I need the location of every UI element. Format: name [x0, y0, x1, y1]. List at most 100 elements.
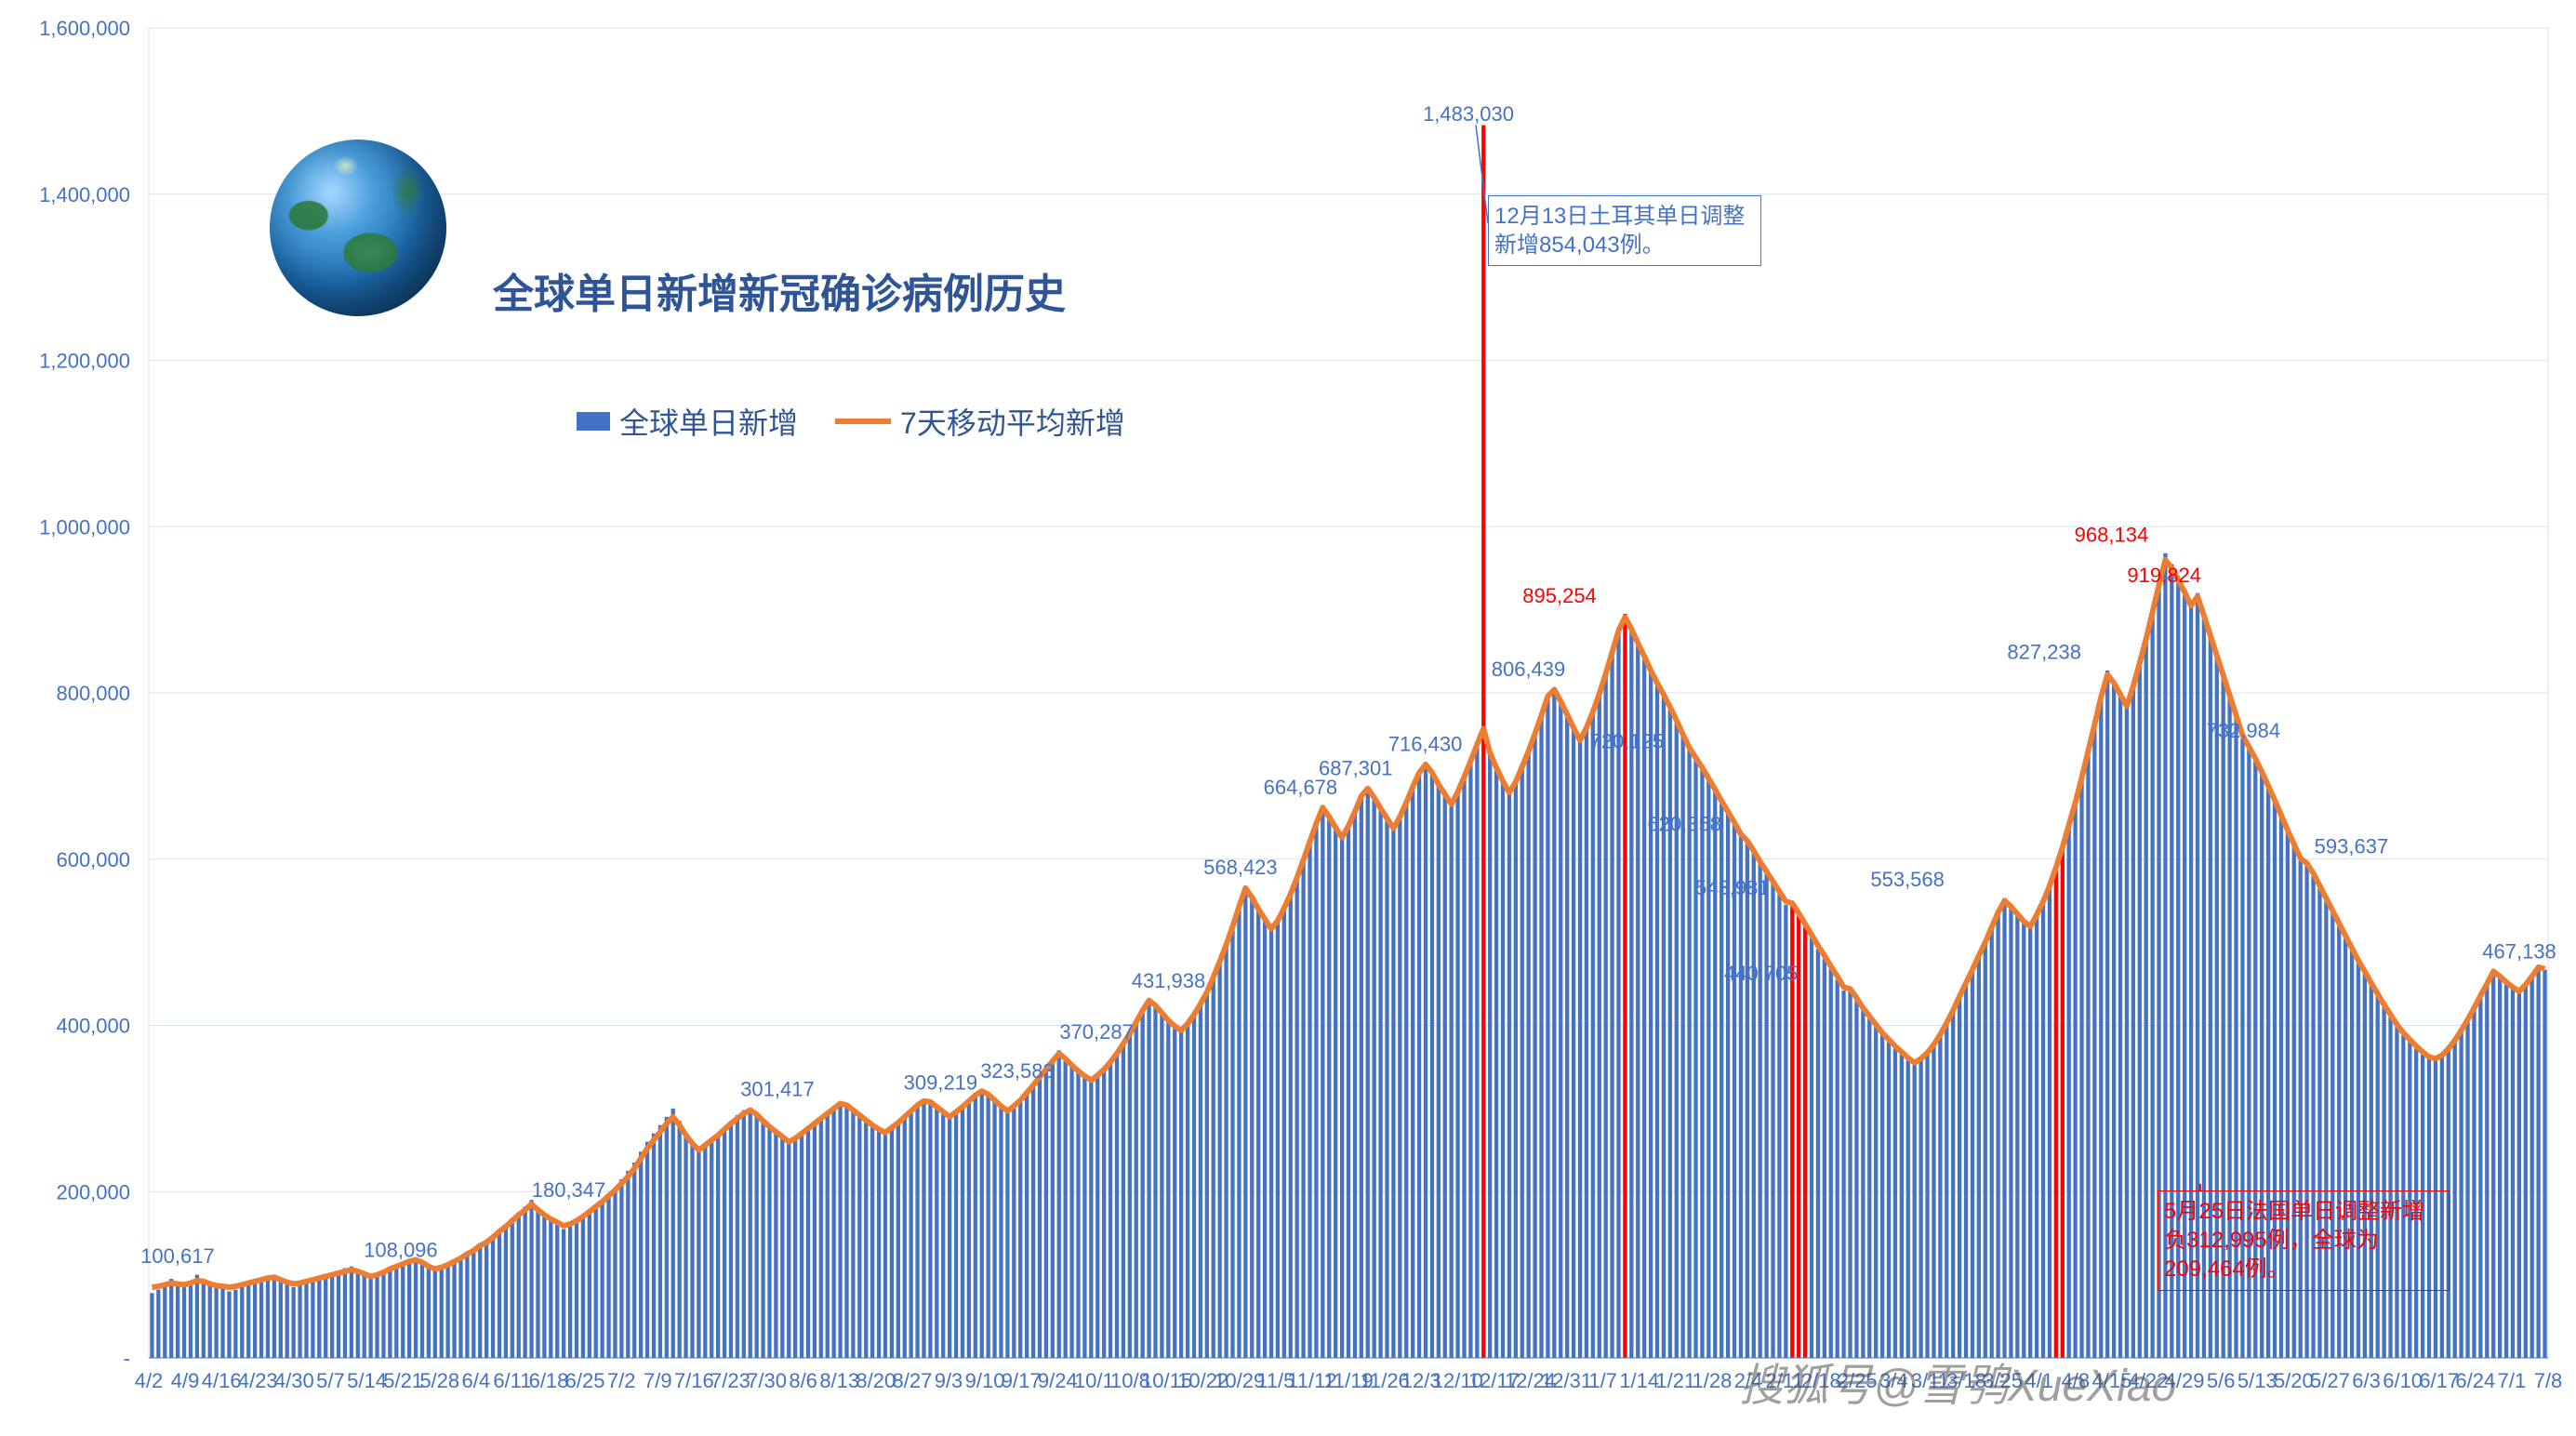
bar — [742, 1110, 746, 1358]
bar — [1437, 784, 1441, 1358]
y-tick-label: 1,200,000 — [39, 350, 130, 373]
bar — [1031, 1084, 1035, 1358]
bar — [311, 1279, 314, 1358]
x-tick-label: 5/20 — [2274, 1369, 2314, 1392]
bar — [600, 1200, 604, 1358]
data-label: 593,637 — [2315, 834, 2389, 858]
bar — [1984, 940, 1987, 1358]
bar — [1494, 769, 1498, 1358]
bar — [253, 1282, 257, 1358]
bar — [2504, 982, 2508, 1358]
bar — [626, 1171, 630, 1358]
bar — [291, 1287, 295, 1358]
x-tick-label: 1/21 — [1655, 1369, 1695, 1392]
bar — [478, 1243, 482, 1358]
annotation-france: 5月25日法国单日调整新增负312,995例，全球为209,464例。 — [2158, 1190, 2450, 1291]
legend-line-label: 7天移动平均新增 — [900, 400, 1125, 443]
bar — [1527, 751, 1531, 1358]
bar — [877, 1132, 881, 1358]
x-tick-label: 9/3 — [935, 1369, 963, 1392]
bar — [2061, 846, 2065, 1358]
bar — [2453, 1042, 2457, 1358]
x-tick-label: 6/10 — [2383, 1369, 2423, 1392]
bar — [1082, 1077, 1086, 1358]
bar — [337, 1270, 340, 1358]
x-tick-label: 3/11 — [1911, 1369, 1949, 1392]
bar — [1314, 822, 1318, 1358]
bar — [974, 1094, 977, 1358]
data-label: 108,096 — [364, 1238, 438, 1261]
bar — [298, 1284, 301, 1358]
bar — [857, 1115, 861, 1358]
y-tick-label: 600,000 — [56, 848, 130, 871]
x-tick-label: 7/8 — [2534, 1369, 2563, 1392]
bar — [1430, 772, 1434, 1358]
bar — [1662, 695, 1666, 1358]
x-tick-label: 3/4 — [1879, 1369, 1908, 1392]
bar — [1854, 1001, 1858, 1358]
x-tick-label: 8/13 — [819, 1369, 859, 1392]
bar — [1321, 805, 1324, 1358]
bar — [2465, 1021, 2469, 1358]
x-tick-label: 4/8 — [2062, 1369, 2091, 1392]
bar — [1668, 708, 1672, 1358]
bar — [350, 1267, 353, 1358]
bar — [819, 1119, 823, 1358]
bar — [1733, 824, 1736, 1358]
x-tick-label: 9/10 — [965, 1369, 1005, 1392]
x-tick-label: 7/30 — [747, 1369, 787, 1392]
y-tick-label: 400,000 — [56, 1015, 130, 1038]
bar — [1366, 787, 1370, 1358]
bar — [465, 1252, 469, 1358]
x-tick-label: 7/1 — [2498, 1369, 2527, 1392]
data-label: 543,981 — [1695, 876, 1770, 899]
bar — [2073, 801, 2077, 1358]
bar — [1199, 1004, 1202, 1358]
bar — [1887, 1042, 1891, 1358]
bar — [1552, 688, 1556, 1358]
bar — [368, 1279, 372, 1358]
x-tick-label: 7/2 — [607, 1369, 636, 1392]
data-label: 568,423 — [1203, 856, 1278, 879]
bar — [1153, 1004, 1157, 1358]
bar — [324, 1275, 327, 1358]
bar — [813, 1124, 817, 1358]
x-tick-label: 5/21 — [383, 1369, 423, 1392]
x-tick-label: 5/6 — [2207, 1369, 2236, 1392]
bar — [1360, 794, 1363, 1358]
bar — [736, 1115, 739, 1358]
bar — [1604, 672, 1608, 1358]
bar — [864, 1121, 868, 1358]
bar — [606, 1193, 610, 1358]
bar — [529, 1200, 533, 1358]
bar — [1347, 826, 1350, 1358]
bar — [767, 1127, 771, 1358]
annotation-turkey: 12月13日土耳其单日调整新增854,043例。 — [1488, 195, 1761, 266]
bar — [304, 1282, 308, 1358]
globe-icon — [270, 140, 446, 316]
bar — [568, 1227, 572, 1358]
bar — [517, 1213, 521, 1358]
bar — [1160, 1013, 1163, 1358]
bar — [2105, 671, 2109, 1358]
bar — [910, 1110, 913, 1358]
bar — [1938, 1035, 1942, 1358]
data-label: 301,417 — [740, 1078, 815, 1101]
data-label: 180,347 — [532, 1178, 606, 1202]
data-label: 732,984 — [2207, 719, 2281, 742]
bar — [1295, 877, 1299, 1358]
bar — [1533, 733, 1536, 1358]
bar — [1424, 763, 1427, 1358]
data-label: 370,287 — [1059, 1020, 1134, 1044]
x-tick-label: 1/7 — [1588, 1369, 1617, 1392]
bar — [227, 1292, 231, 1359]
bar — [632, 1163, 636, 1358]
bar — [1186, 1026, 1189, 1359]
bar — [1243, 885, 1247, 1358]
data-label: 431,938 — [1132, 969, 1206, 992]
x-tick-label: 1/28 — [1692, 1369, 1732, 1392]
bar — [1971, 969, 1974, 1358]
bar — [1848, 991, 1852, 1358]
legend-bar-label: 全球单日新增 — [619, 400, 798, 443]
bar — [1906, 1060, 1910, 1358]
